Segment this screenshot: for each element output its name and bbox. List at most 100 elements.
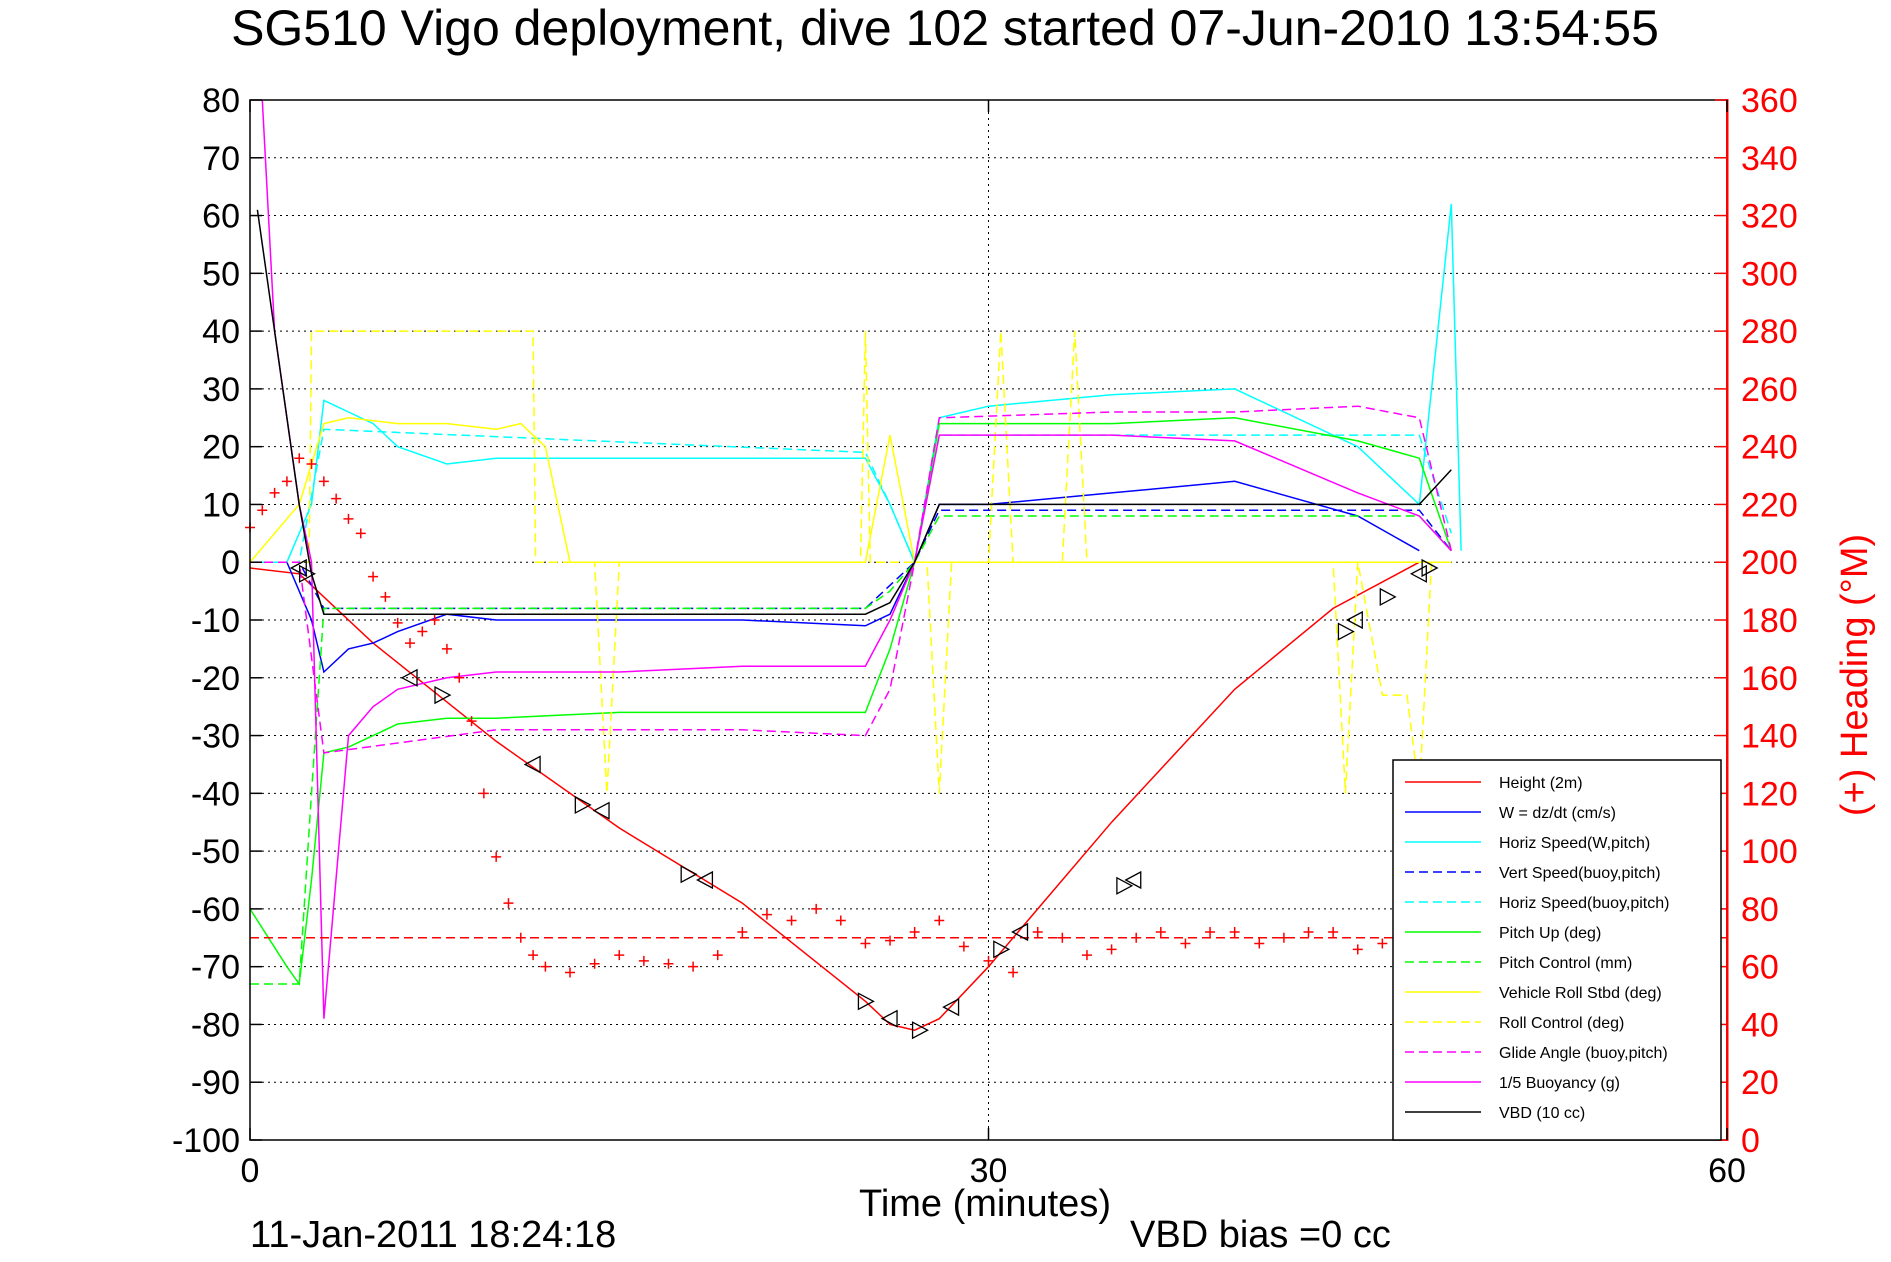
apogee-marker [1379, 587, 1397, 606]
chart-title: SG510 Vigo deployment, dive 102 started … [231, 0, 1659, 56]
y-tick-label: -100 [172, 1122, 240, 1160]
heading-marker [380, 591, 391, 602]
y2-tick-label: 20 [1741, 1064, 1779, 1102]
apogee-marker [1421, 558, 1439, 578]
footer-date: 11-Jan-2011 18:24:18 [250, 1214, 616, 1256]
apogee-marker [1124, 870, 1142, 890]
y2-tick-label: 220 [1741, 486, 1798, 524]
apogee-marker [993, 940, 1011, 959]
heading-marker [466, 716, 477, 727]
y2-tick-label: 280 [1741, 313, 1798, 351]
y-axis-right: 3603403203002802602402202001801601401201… [1741, 82, 1798, 1160]
apogee-marker [880, 1009, 898, 1028]
y-tick-label: -60 [191, 891, 240, 929]
heading-marker [441, 643, 452, 654]
heading-marker [909, 927, 920, 937]
legend-label: Pitch Control (mm) [1499, 955, 1632, 972]
y2-tick-label: 300 [1741, 255, 1798, 293]
apogee-markers [289, 558, 1439, 1040]
apogee-marker [289, 558, 307, 578]
apogee-marker [911, 1021, 929, 1040]
apogee-marker [574, 795, 592, 814]
legend-label: W = dz/dt (cm/s) [1499, 805, 1616, 822]
heading-marker [786, 915, 797, 926]
heading-marker [1254, 938, 1265, 949]
heading-marker [294, 453, 305, 464]
series-line-11 [256, 209, 1452, 615]
heading-marker [1008, 967, 1019, 978]
apogee-marker [942, 998, 960, 1017]
y-tick-label: -40 [191, 775, 240, 813]
heading-marker [663, 958, 674, 969]
heading-marker [503, 898, 514, 909]
y-tick-label: -30 [191, 718, 240, 756]
series-line-6 [250, 515, 1452, 985]
legend-box [1392, 759, 1722, 1141]
heading-marker [1155, 927, 1166, 937]
apogee-marker [298, 564, 316, 583]
heading-marker [1303, 927, 1314, 937]
heading-marker [331, 493, 342, 504]
y-tick-label: 60 [202, 198, 240, 236]
heading-marker [515, 932, 526, 943]
heading-marker [958, 941, 969, 952]
legend-label: Roll Control (deg) [1499, 1015, 1624, 1032]
heading-marker [417, 626, 428, 637]
footer-vbd-bias: VBD bias =0 cc [1130, 1214, 1391, 1256]
heading-marker [565, 967, 576, 978]
heading-marker [1131, 932, 1142, 943]
heading-marker [1377, 938, 1388, 949]
legend-label: Horiz Speed(buoy,pitch) [1499, 895, 1669, 912]
y2-tick-label: 40 [1741, 1006, 1779, 1044]
apogee-marker [680, 865, 698, 884]
y-tick-label: -10 [191, 602, 240, 640]
heading-marker [392, 617, 403, 628]
y-tick-label: 40 [202, 313, 240, 351]
heading-marker [614, 950, 625, 961]
heading-marker [491, 851, 502, 862]
heading-marker [540, 961, 551, 972]
apogee-marker [696, 870, 714, 890]
series-line-1 [250, 480, 1420, 674]
heading-marker [638, 955, 649, 966]
series-line-4 [250, 428, 1453, 565]
series-line-5 [249, 417, 1453, 987]
series-line-10 [261, 99, 1452, 1019]
heading-marker [454, 672, 465, 683]
heading-marker [1229, 927, 1240, 937]
heading-marker [528, 950, 539, 961]
heading-marker [1081, 950, 1092, 961]
legend-label: Horiz Speed(W,pitch) [1499, 835, 1650, 852]
y-tick-label: 80 [202, 82, 240, 120]
y2-tick-label: 320 [1741, 198, 1798, 236]
heading-marker [478, 788, 489, 799]
y2-tick-label: 340 [1741, 140, 1798, 178]
legend-label: Vehicle Roll Stbd (deg) [1499, 985, 1662, 1002]
apogee-marker [592, 801, 610, 820]
heading-marker [306, 459, 317, 469]
heading-marker [257, 505, 268, 516]
y2-axis-label: (+) Heading (°M) [1834, 534, 1876, 816]
apogee-marker [1116, 876, 1134, 895]
heading-marker [355, 528, 366, 539]
x-axis: 0 30 60 [241, 100, 1746, 1190]
y-tick-label: -70 [191, 949, 240, 987]
heading-marker [737, 927, 748, 937]
apogee-marker [857, 992, 875, 1011]
legend-label: Pitch Up (deg) [1499, 925, 1601, 942]
heading-marker [269, 487, 280, 498]
y2-tick-label: 200 [1741, 544, 1798, 582]
series-line-7 [249, 417, 1452, 563]
y-axis-left: 80 70 60 50 40 30 20 10 0 -10 -20 -30 -40 -50 -60 -70 -8… [172, 82, 1727, 1160]
y-tick-label: 0 [221, 544, 240, 582]
heading-marker [761, 909, 772, 920]
y2-tick-label: 0 [1741, 1122, 1760, 1160]
y-tick-label: -50 [191, 833, 240, 871]
y-tick-label: -80 [191, 1006, 240, 1044]
apogee-marker [1337, 622, 1355, 641]
heading-marker [885, 935, 896, 946]
heading-marker [1352, 944, 1363, 955]
legend-label: 1/5 Buoyancy (g) [1499, 1075, 1620, 1092]
y2-tick-label: 120 [1741, 775, 1798, 813]
x-axis-label: Time (minutes) [859, 1183, 1111, 1225]
